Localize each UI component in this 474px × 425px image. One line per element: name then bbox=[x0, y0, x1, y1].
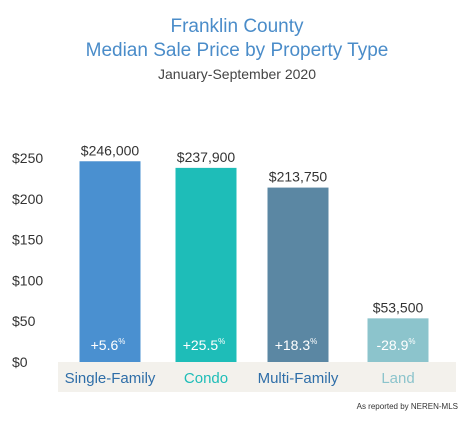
source-note: As reported by NEREN-MLS bbox=[356, 402, 458, 411]
value-label: $213,750 bbox=[269, 169, 328, 185]
value-label: $246,000 bbox=[81, 142, 140, 158]
chart-period: January-September 2020 bbox=[158, 66, 316, 82]
y-tick-label: $200 bbox=[12, 191, 43, 207]
y-tick-label: $100 bbox=[12, 272, 43, 288]
bar bbox=[367, 318, 429, 362]
y-tick-label: $250 bbox=[12, 150, 43, 166]
bar bbox=[79, 161, 141, 362]
value-label: $237,900 bbox=[177, 149, 236, 165]
bars: $246,000 +5.6% Single-Family $237,900 +25.5%… bbox=[65, 142, 429, 387]
change-label: +25.5% bbox=[183, 337, 226, 353]
category-label: Single-Family bbox=[65, 370, 156, 387]
category-label: Condo bbox=[184, 370, 228, 387]
category-label: Land bbox=[381, 370, 414, 387]
value-label: $53,500 bbox=[373, 299, 424, 315]
category-label: Multi-Family bbox=[258, 370, 339, 387]
change-label: +18.3% bbox=[275, 337, 318, 353]
y-tick-label: $50 bbox=[12, 313, 36, 329]
category-band bbox=[58, 362, 456, 392]
y-tick-label: $150 bbox=[12, 232, 43, 248]
chart-subtitle: Median Sale Price by Property Type bbox=[85, 40, 389, 61]
y-axis: $0 $50 $100 $150 $200 $250 bbox=[12, 150, 43, 370]
change-label: +5.6% bbox=[91, 337, 126, 353]
change-label: -28.9% bbox=[376, 337, 415, 353]
bar bbox=[267, 187, 329, 362]
y-tick-label: $0 bbox=[12, 354, 28, 370]
bar bbox=[175, 167, 237, 362]
chart-title: Franklin County bbox=[170, 16, 304, 37]
